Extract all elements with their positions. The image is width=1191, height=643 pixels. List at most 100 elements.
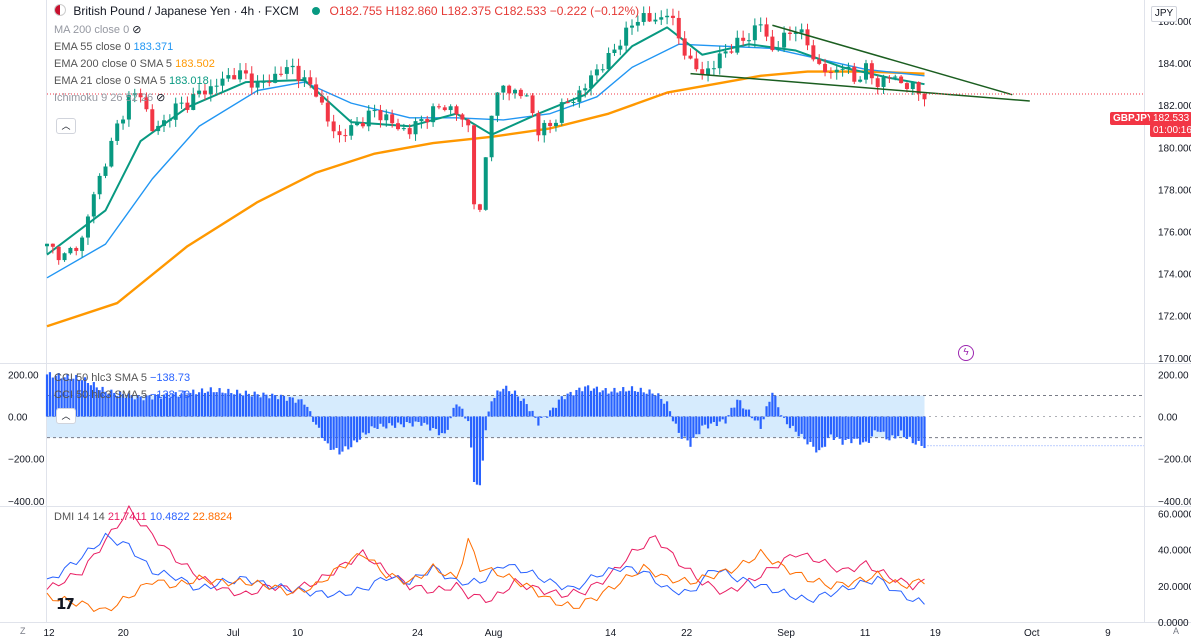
candle-body	[319, 96, 324, 103]
candle-body	[747, 40, 751, 42]
candle-body	[676, 17, 681, 39]
eye-off-icon[interactable]: ⊘	[156, 92, 166, 104]
x-tick-label: Jul	[227, 628, 240, 639]
y-tick-label-left: 0.00	[8, 413, 28, 424]
collapse-cci-button[interactable]: ︿	[56, 408, 76, 424]
candle-body	[109, 140, 114, 167]
candle-body	[904, 83, 909, 89]
candle-body	[366, 110, 371, 127]
candle-body	[238, 70, 243, 80]
candle-body	[273, 73, 278, 83]
x-tick-label: 14	[605, 628, 617, 639]
candle-body	[343, 135, 348, 137]
candle-body	[858, 79, 863, 82]
candle-body	[390, 114, 395, 124]
candle-body	[284, 67, 289, 74]
candle-body	[782, 32, 787, 48]
lightning-icon[interactable]: ϟ	[958, 345, 974, 361]
legend-dmi-adx: 22.8824	[192, 511, 233, 523]
candle-body	[144, 97, 149, 110]
candle-body	[226, 75, 231, 79]
candle-body	[741, 37, 746, 41]
candle-body	[887, 77, 892, 79]
candle-body	[121, 119, 126, 124]
legend-ema21[interactable]: EMA 21 close 0 SMA 5	[54, 75, 166, 87]
dmi-legend: DMI 14 14 21.7411 10.4822 22.8824	[54, 509, 232, 526]
candle-body	[501, 85, 506, 93]
symbol-tag: GBPJPY	[1110, 112, 1157, 125]
candle-body	[261, 81, 266, 83]
legend-cci-2[interactable]: CCI 50 hlc3 SMA 5	[54, 389, 147, 401]
candle-body	[548, 122, 553, 127]
currency-selector[interactable]: JPY	[1151, 6, 1177, 22]
auto-scale-button[interactable]: A	[1173, 626, 1180, 636]
candle-body	[536, 113, 541, 136]
candle-body	[442, 107, 447, 111]
x-tick-label: 9	[1105, 628, 1111, 639]
candle-body	[799, 29, 804, 33]
legend-dmi[interactable]: DMI 14 14	[54, 511, 105, 523]
candle-body	[91, 194, 96, 217]
chevron-up-icon: ︿	[61, 411, 71, 421]
candle-body	[577, 90, 582, 102]
cci-legend: CCI 50 hlc3 SMA 5 −138.73 CCI 50 hlc3 SM…	[54, 370, 190, 404]
legend-ema55[interactable]: EMA 55 close 0	[54, 41, 131, 53]
y-tick-label: −200.00	[1158, 455, 1191, 466]
legend-ema200[interactable]: EMA 200 close 0 SMA 5	[54, 58, 173, 70]
candle-body	[823, 63, 828, 73]
candle-body	[811, 45, 816, 60]
candle-body	[589, 75, 594, 89]
candle-body	[150, 109, 155, 132]
candle-body	[518, 89, 523, 97]
collapse-legend-button[interactable]: ︿	[56, 118, 76, 134]
candle-body	[448, 106, 453, 111]
y-tick-label-left: −400.00	[8, 497, 45, 508]
candle-body	[752, 25, 757, 41]
legend-ichimoku[interactable]: Ichimoku 9 26 52 26	[54, 92, 154, 104]
last-price-tag: 182.533	[1150, 112, 1191, 125]
candle-body	[156, 125, 161, 132]
candle-body	[542, 122, 547, 136]
candle-body	[910, 82, 915, 89]
pair-flag-icon[interactable]	[54, 4, 66, 16]
ema200-line	[46, 70, 925, 328]
legend-dmi-minus: 10.4822	[149, 511, 190, 523]
tradingview-logo[interactable]: 17	[56, 595, 75, 613]
y-tick-label: 176.000	[1158, 228, 1191, 239]
candle-body	[852, 66, 857, 82]
market-status-dot	[312, 7, 321, 15]
symbol-title[interactable]: British Pound / Japanese Yen · 4h · FXCM	[73, 4, 299, 18]
legend-cci[interactable]: CCI 50 hlc3 SMA 5	[54, 372, 147, 384]
candle-body	[296, 65, 301, 81]
candle-body	[308, 77, 313, 85]
y-tick-label: 0.0000	[1158, 618, 1189, 629]
legend-ma200[interactable]: MA 200 close 0	[54, 24, 130, 36]
zoom-left-button[interactable]: Z	[20, 626, 26, 636]
x-tick-label: 24	[412, 628, 424, 639]
candle-body	[594, 69, 599, 76]
candle-body	[793, 32, 798, 34]
candle-body	[179, 102, 184, 104]
candle-body	[618, 45, 623, 50]
candle-body	[214, 85, 219, 87]
candle-body	[208, 86, 213, 95]
candle-body	[191, 94, 196, 110]
candle-body	[764, 24, 769, 37]
candle-body	[869, 63, 874, 79]
candle-body	[384, 114, 389, 121]
chevron-up-icon: ︿	[61, 121, 71, 131]
candle-body	[425, 119, 430, 123]
y-tick-label: 200.00	[1158, 370, 1189, 381]
candle-body	[881, 77, 886, 87]
candle-body	[916, 82, 921, 94]
x-tick-label: Oct	[1024, 628, 1040, 639]
candle-body	[232, 75, 237, 80]
symbol-header: British Pound / Japanese Yen · 4h · FXCM…	[54, 4, 639, 18]
eye-off-icon[interactable]: ⊘	[132, 24, 142, 36]
candle-body	[624, 27, 629, 46]
candle-body	[249, 73, 254, 88]
candle-body	[360, 122, 365, 127]
candle-body	[846, 66, 851, 69]
